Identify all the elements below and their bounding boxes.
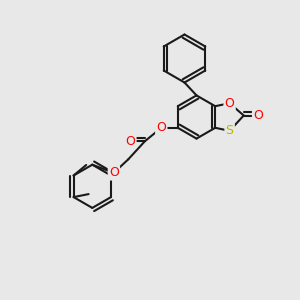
- Text: S: S: [226, 124, 234, 137]
- Text: O: O: [225, 97, 235, 110]
- Text: O: O: [253, 109, 263, 122]
- Text: O: O: [125, 135, 135, 148]
- Text: O: O: [109, 166, 119, 179]
- Text: O: O: [156, 121, 166, 134]
